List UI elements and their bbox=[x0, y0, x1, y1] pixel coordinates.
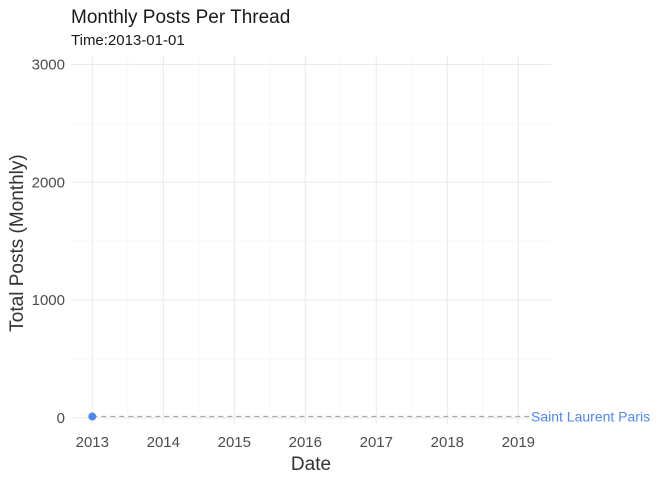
x-tick-label: 2015 bbox=[218, 434, 251, 451]
x-tick-label: 2019 bbox=[502, 434, 535, 451]
chart-title: Monthly Posts Per Thread bbox=[71, 7, 290, 28]
grid bbox=[71, 55, 551, 425]
x-tick-label: 2017 bbox=[360, 434, 393, 451]
axes: 2013 2014 2015 2016 2017 2018 2019 0 1000 2000 300… bbox=[32, 56, 535, 451]
series-layer: Saint Laurent Paris bbox=[88, 409, 650, 425]
y-tick-label: 1000 bbox=[32, 292, 65, 309]
x-tick-label: 2013 bbox=[76, 434, 109, 451]
series-label: Saint Laurent Paris bbox=[531, 409, 650, 425]
y-tick-label: 3000 bbox=[32, 56, 65, 73]
y-tick-label: 0 bbox=[57, 410, 65, 427]
y-tick-label: 2000 bbox=[32, 174, 65, 191]
x-tick-label: 2014 bbox=[147, 434, 180, 451]
chart-subtitle: Time:2013-01-01 bbox=[71, 32, 185, 49]
x-tick-label: 2016 bbox=[289, 434, 322, 451]
data-point bbox=[88, 412, 97, 421]
y-axis-title: Total Posts (Monthly) bbox=[7, 154, 28, 331]
x-tick-label: 2018 bbox=[431, 434, 464, 451]
x-axis-title: Date bbox=[291, 454, 331, 475]
